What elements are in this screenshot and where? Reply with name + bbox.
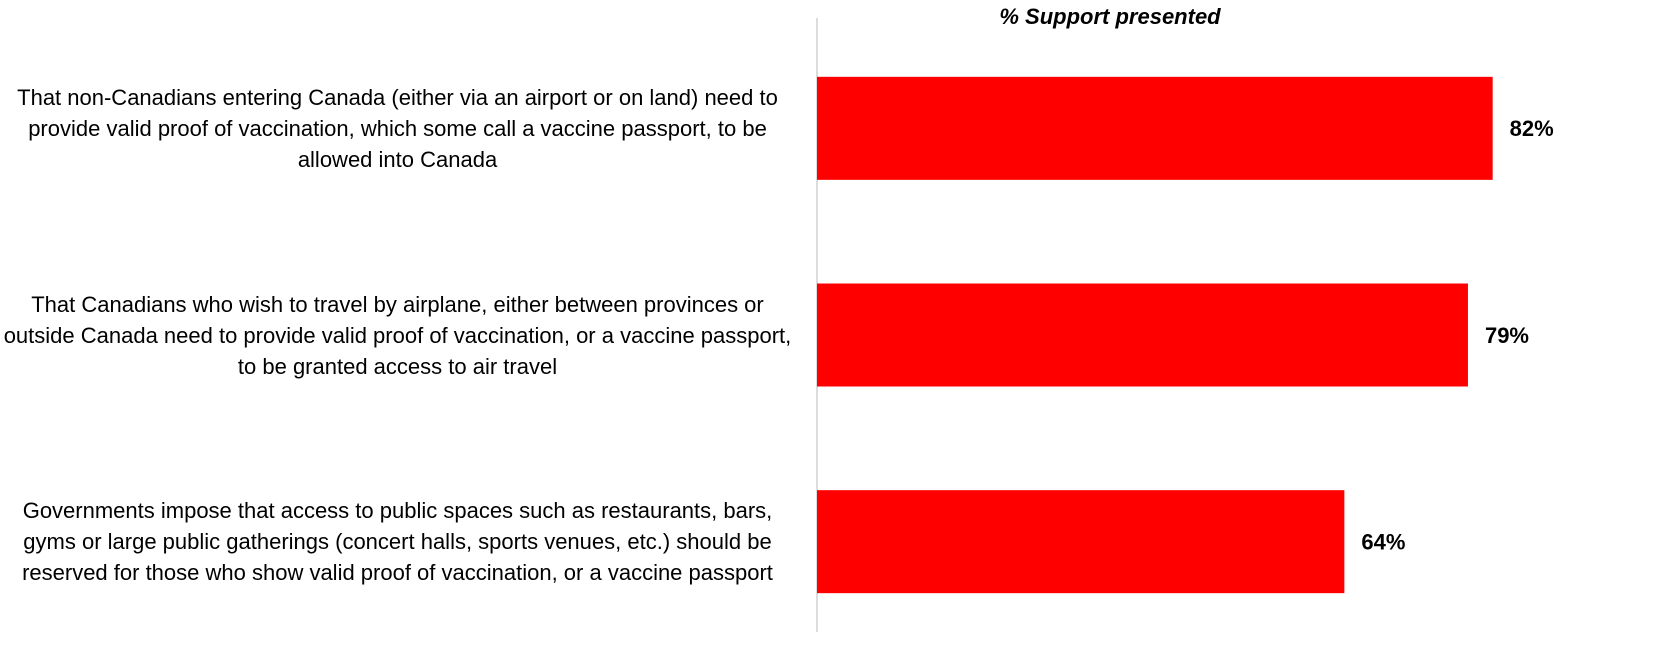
chart-title: % Support presented	[999, 4, 1221, 29]
bar	[817, 490, 1345, 594]
value-label: 64%	[1361, 529, 1405, 554]
bar	[817, 283, 1468, 387]
category-label: Governments impose that access to public…	[22, 498, 773, 586]
value-label: 79%	[1485, 323, 1529, 348]
bar	[817, 76, 1493, 180]
category-label: That non-Canadians entering Canada (eith…	[17, 84, 778, 172]
value-label: 82%	[1510, 116, 1554, 141]
category-label: That Canadians who wish to travel by air…	[3, 291, 792, 379]
